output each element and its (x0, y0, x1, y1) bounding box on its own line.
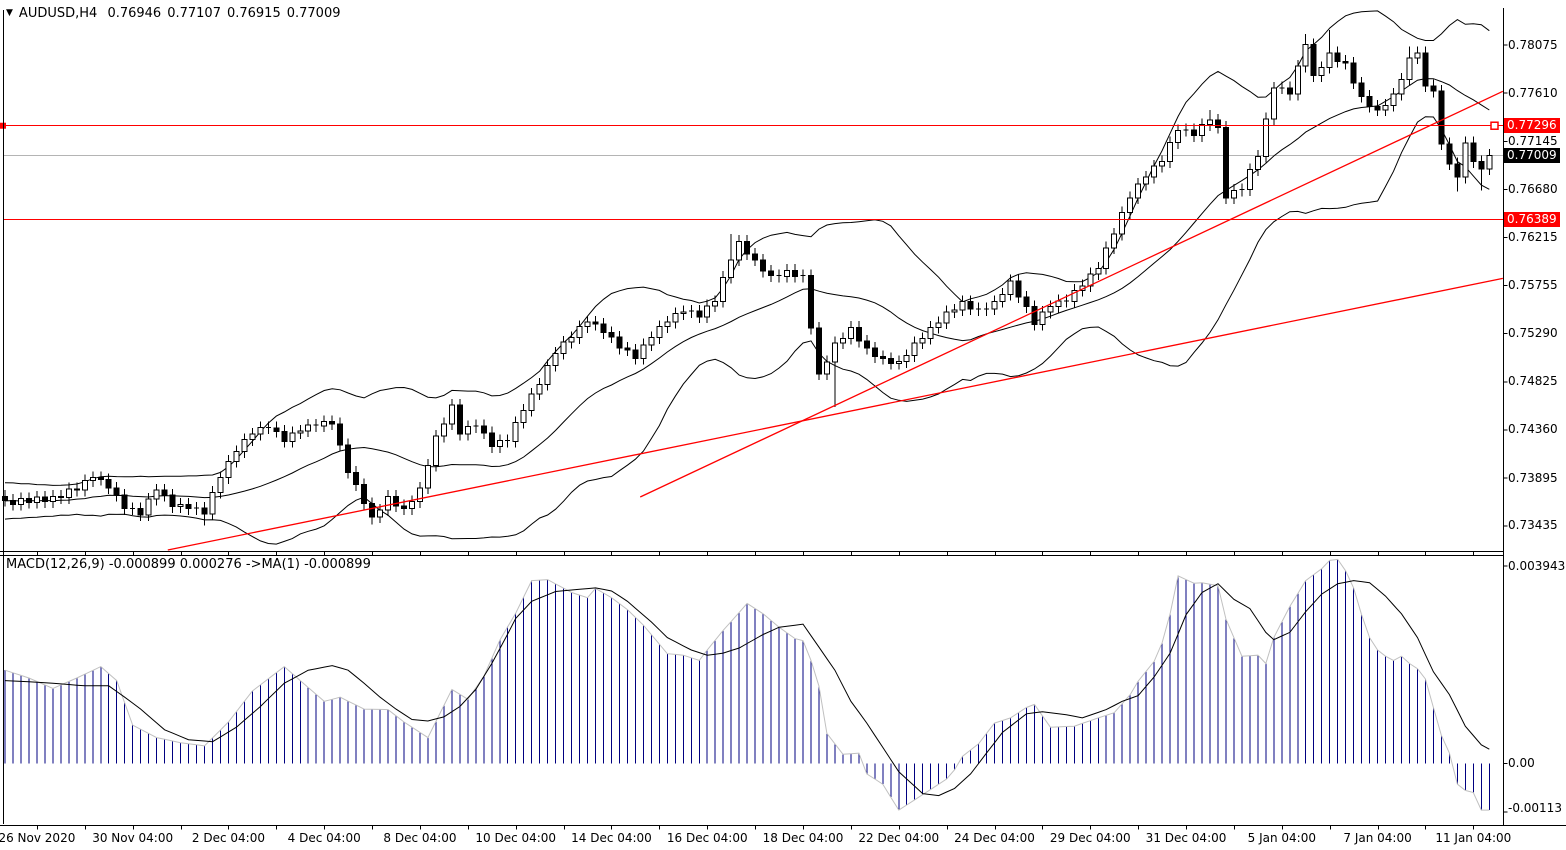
macd-line (4, 558, 1490, 811)
trendline-2[interactable] (639, 90, 1504, 498)
pane-borders (0, 8, 1566, 830)
time-label-11-Jan-04-00: 11 Jan 04:00 (1435, 831, 1512, 845)
price-label-0.75755: 0.75755 (1508, 277, 1558, 292)
time-label-22-Dec-04-00: 22 Dec 04:00 (858, 831, 940, 845)
symbol-timeframe: AUDUSD,H4 (18, 6, 98, 21)
time-label-31-Dec-04-00: 31 Dec 04:00 (1145, 831, 1227, 845)
ohlc-close: 0.77009 (286, 6, 341, 21)
time-label-16-Dec-04-00: 16 Dec 04:00 (666, 831, 748, 845)
macd-indicator-label: MACD(12,26,9) -0.000899 0.000276 ->MA(1)… (6, 557, 371, 572)
macd-scale-label-0.003943: 0.003943 (1508, 558, 1566, 573)
price-label-0.73435: 0.73435 (1508, 518, 1558, 533)
current-price-tag-0.77009: 0.77009 (1504, 147, 1560, 163)
symbol-dropdown-arrow: ▼ (6, 8, 13, 18)
time-label-10-Dec-04-00: 10 Dec 04:00 (475, 831, 557, 845)
macd-signal-line (4, 580, 1490, 797)
level-price-tag-0.76389: 0.76389 (1504, 212, 1560, 228)
chart-title: ▼ AUDUSD,H4 0.76946 0.77107 0.76915 0.77009 (6, 6, 347, 21)
price-label-0.73895: 0.73895 (1508, 470, 1558, 485)
price-label-0.77145: 0.77145 (1508, 133, 1558, 148)
price-label-0.74360: 0.74360 (1508, 422, 1558, 437)
time-label-18-Dec-04-00: 18 Dec 04:00 (762, 831, 844, 845)
time-label-24-Dec-04-00: 24 Dec 04:00 (954, 831, 1035, 845)
time-label-26-Nov-2020: 26 Nov 2020 (0, 831, 76, 845)
time-label-2-Dec-04-00: 2 Dec 04:00 (191, 831, 265, 845)
price-label-0.78075: 0.78075 (1508, 37, 1558, 52)
time-label-5-Jan-04-00: 5 Jan 04:00 (1247, 831, 1316, 845)
trendline-1[interactable] (167, 277, 1503, 551)
time-label-8-Dec-04-00: 8 Dec 04:00 (383, 831, 457, 845)
macd-scale-label--0.00113: -0.00113 (1508, 800, 1562, 815)
price-label-0.76680: 0.76680 (1508, 182, 1558, 197)
time-label-29-Dec-04-00: 29 Dec 04:00 (1049, 831, 1131, 845)
ohlc-open: 0.76946 (107, 6, 162, 21)
ohlc-high: 0.77107 (167, 6, 221, 21)
macd-histogram (4, 559, 1490, 811)
macd-scale-label-0.00: 0.00 (1508, 756, 1535, 770)
level-price-tag-0.77296: 0.77296 (1504, 118, 1560, 134)
time-label-30-Nov-04-00: 30 Nov 04:00 (92, 831, 174, 845)
price-label-0.76215: 0.76215 (1508, 230, 1558, 245)
time-label-14-Dec-04-00: 14 Dec 04:00 (571, 831, 652, 845)
time-label-4-Dec-04-00: 4 Dec 04:00 (287, 831, 361, 845)
price-label-0.74825: 0.74825 (1508, 374, 1558, 389)
ohlc-low: 0.76915 (226, 6, 281, 21)
time-label-7-Jan-04-00: 7 Jan 04:00 (1343, 831, 1412, 845)
candles (2, 29, 1493, 526)
price-label-0.75290: 0.75290 (1508, 326, 1558, 341)
price-label-0.77610: 0.77610 (1508, 85, 1558, 100)
